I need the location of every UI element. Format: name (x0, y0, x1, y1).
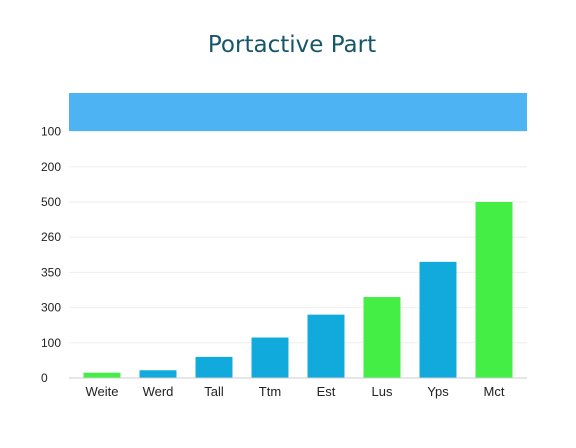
bar-lus (363, 297, 401, 378)
bar-tall (195, 356, 233, 378)
x-tick-label: Mct (484, 384, 505, 399)
bars (83, 202, 513, 378)
x-tick-label: Ttm (259, 384, 281, 399)
x-tick-label: Est (317, 384, 336, 399)
bar-ttm (251, 337, 289, 378)
bar-est (307, 314, 345, 378)
x-axis-labels: Weite Werd Tall Ttm Est Lus Yps Mct (86, 384, 505, 399)
x-tick-label: Yps (427, 384, 449, 399)
bar-werd (139, 370, 177, 378)
header-band (69, 93, 527, 131)
x-tick-label: Werd (143, 384, 174, 399)
bar-weite (83, 372, 121, 378)
y-axis-ticks: 0 100 300 350 260 500 200 100 (41, 125, 61, 385)
y-tick-label: 350 (41, 265, 61, 279)
chart-title: Portactive Part (208, 32, 376, 58)
gridlines (69, 131, 527, 344)
y-tick-label: 200 (41, 160, 61, 174)
y-tick-label: 0 (41, 371, 48, 385)
y-tick-label: 100 (41, 125, 61, 139)
y-tick-label: 300 (41, 301, 61, 315)
y-tick-label: 100 (41, 336, 61, 350)
y-tick-label: 260 (41, 230, 61, 244)
x-tick-label: Lus (372, 384, 393, 399)
x-tick-label: Weite (86, 384, 119, 399)
y-tick-label: 500 (41, 195, 61, 209)
x-tick-label: Tall (204, 384, 224, 399)
bar-mct (475, 202, 513, 378)
bar-yps (419, 261, 457, 378)
